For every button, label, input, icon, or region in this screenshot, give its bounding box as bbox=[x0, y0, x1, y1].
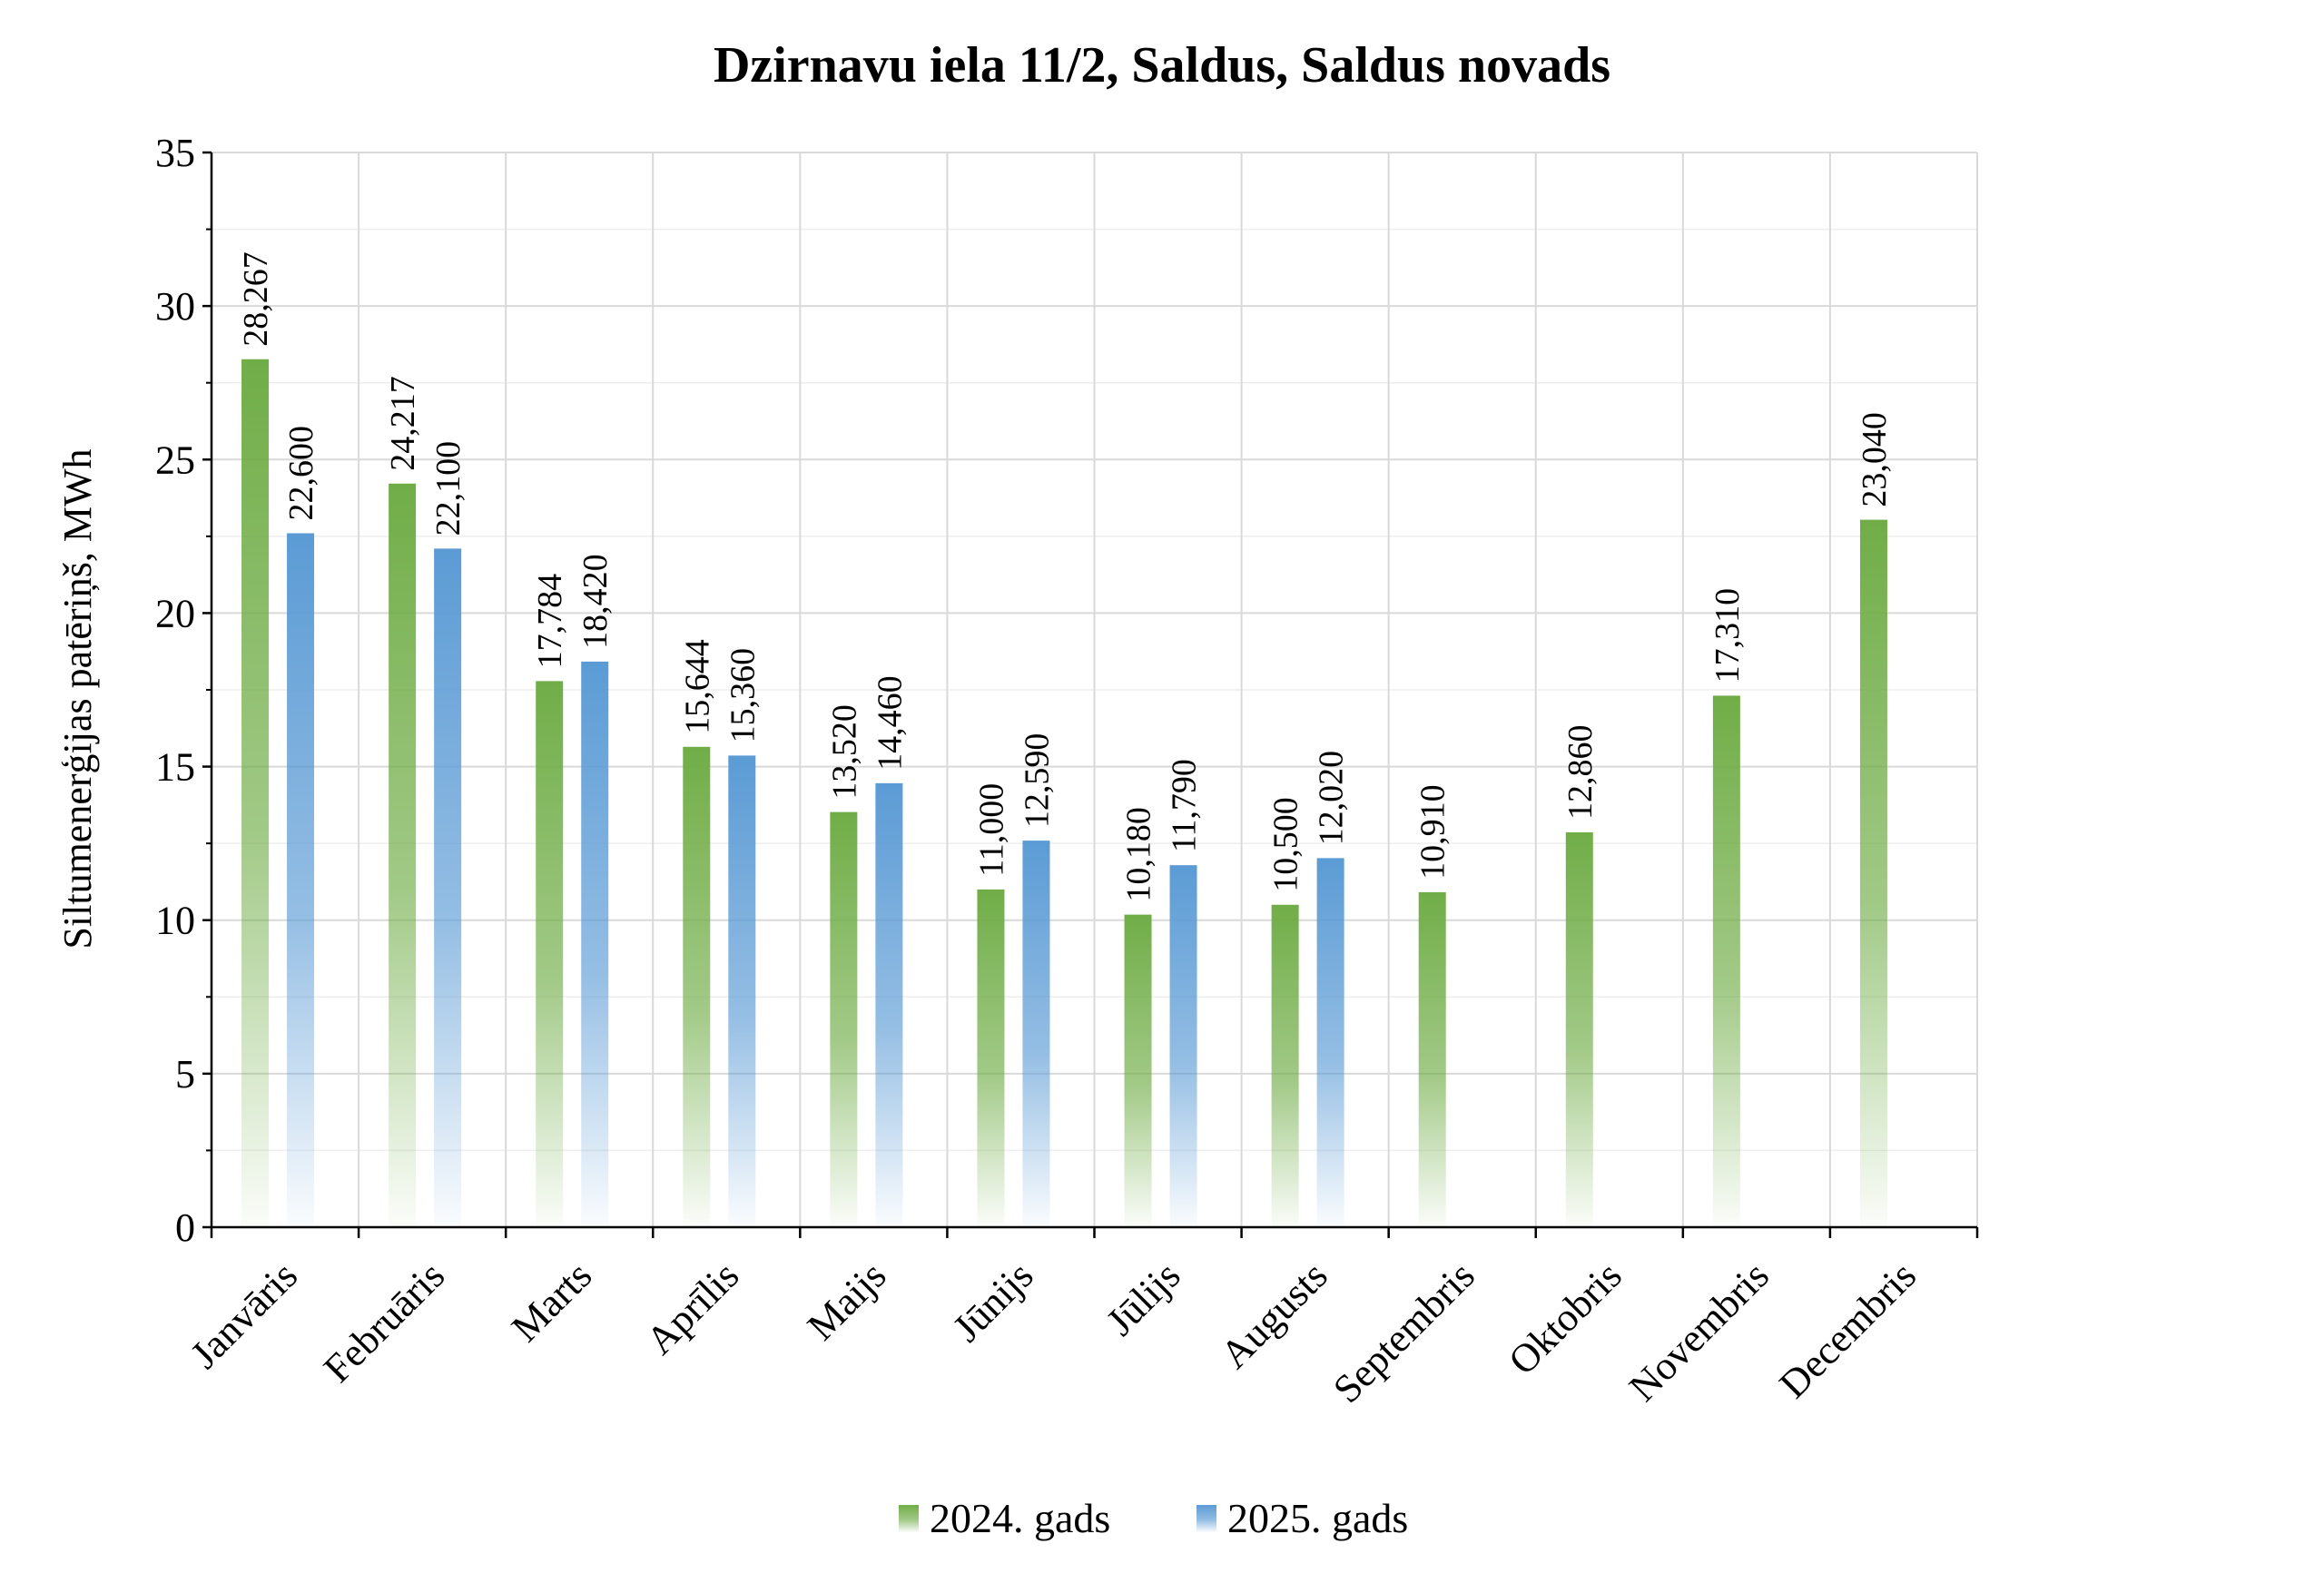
legend-swatch bbox=[1196, 1505, 1216, 1532]
data-label: 12,020 bbox=[1313, 751, 1351, 846]
data-label: 10,180 bbox=[1120, 807, 1158, 902]
bar-0-0 bbox=[241, 359, 270, 1227]
x-category-label: Jūlijs bbox=[1098, 1253, 1188, 1343]
axes: 0 5 10 15 20 25 30 35 Janvāris Februāris Marts Aprī… bbox=[155, 131, 1979, 1411]
y-tick-label: 30 bbox=[155, 284, 195, 329]
data-label: 10,910 bbox=[1414, 784, 1452, 880]
x-category-label: Oktobris bbox=[1500, 1253, 1630, 1383]
legend-label: 2024. gads bbox=[930, 1495, 1110, 1541]
chart-title: Dzirnavu iela 11/2, Saldus, Saldus novad… bbox=[714, 37, 1610, 93]
data-label: 10,500 bbox=[1267, 797, 1305, 892]
data-label: 17,310 bbox=[1709, 588, 1747, 683]
y-tick-label: 5 bbox=[175, 1052, 195, 1096]
data-label: 11,790 bbox=[1166, 759, 1204, 852]
y-tick-label: 20 bbox=[155, 591, 195, 635]
data-label: 12,860 bbox=[1561, 724, 1600, 820]
y-tick-label: 15 bbox=[155, 745, 195, 790]
y-axis-title: Siltumenerģijas patēriņš, MWh bbox=[55, 448, 100, 949]
bar-1-4 bbox=[875, 782, 903, 1227]
data-label: 14,460 bbox=[871, 675, 909, 771]
data-label: 28,267 bbox=[237, 251, 275, 347]
bar-0-9 bbox=[1565, 831, 1593, 1227]
bar-0-3 bbox=[683, 746, 711, 1227]
bar-0-10 bbox=[1712, 695, 1740, 1227]
bar-0-1 bbox=[389, 483, 417, 1227]
legend-swatch bbox=[899, 1505, 919, 1532]
data-label: 11,000 bbox=[972, 783, 1010, 877]
x-category-label: Maijs bbox=[799, 1253, 895, 1349]
legend-item: 2025. gads bbox=[1196, 1495, 1408, 1541]
bar-1-5 bbox=[1022, 841, 1050, 1227]
data-label: 15,644 bbox=[678, 639, 716, 734]
x-category-label: Decembris bbox=[1771, 1253, 1925, 1406]
bar-1-7 bbox=[1316, 858, 1344, 1227]
x-category-label: Marts bbox=[503, 1253, 600, 1350]
bar-0-7 bbox=[1271, 904, 1299, 1227]
bar-1-0 bbox=[287, 533, 315, 1227]
x-category-label: Janvāris bbox=[182, 1253, 307, 1377]
data-label: 15,360 bbox=[724, 648, 762, 743]
bar-0-2 bbox=[536, 681, 564, 1227]
bar-0-11 bbox=[1859, 519, 1887, 1227]
y-tick-label: 0 bbox=[175, 1205, 195, 1250]
bars bbox=[241, 359, 1887, 1227]
bar-0-8 bbox=[1418, 891, 1446, 1227]
x-category-label: Augusts bbox=[1212, 1253, 1336, 1377]
legend-label: 2025. gads bbox=[1227, 1495, 1408, 1541]
x-category-label: Jūnijs bbox=[944, 1253, 1041, 1350]
data-labels: 28,267 24,217 17,784 15,644 13,520 11,000 10,1… bbox=[237, 251, 1894, 901]
y-tick-label: 10 bbox=[155, 899, 195, 943]
data-label: 12,590 bbox=[1018, 733, 1056, 829]
data-label: 22,600 bbox=[282, 426, 320, 521]
x-category-label: Aprīlis bbox=[637, 1253, 747, 1362]
x-category-label: Februāris bbox=[315, 1253, 453, 1391]
bar-0-5 bbox=[977, 889, 1005, 1227]
bar-0-6 bbox=[1124, 914, 1152, 1227]
y-tick-label: 25 bbox=[155, 438, 195, 482]
x-category-label: Novembris bbox=[1620, 1253, 1777, 1410]
data-label: 22,100 bbox=[429, 441, 468, 536]
legend: 2024. gads 2025. gads bbox=[899, 1495, 1408, 1541]
bar-1-6 bbox=[1169, 865, 1197, 1227]
data-label: 13,520 bbox=[825, 704, 863, 800]
bar-1-2 bbox=[581, 661, 609, 1227]
bar-0-4 bbox=[830, 811, 858, 1227]
bar-1-3 bbox=[728, 755, 756, 1227]
y-tick-label: 35 bbox=[155, 131, 195, 175]
data-label: 24,217 bbox=[384, 376, 422, 471]
data-label: 17,784 bbox=[531, 574, 569, 669]
data-label: 18,420 bbox=[576, 554, 615, 649]
x-category-label: Septembris bbox=[1324, 1253, 1483, 1411]
bar-1-1 bbox=[434, 548, 462, 1227]
legend-item: 2024. gads bbox=[899, 1495, 1110, 1541]
gridlines bbox=[212, 152, 1978, 1227]
data-label: 23,040 bbox=[1856, 412, 1894, 507]
